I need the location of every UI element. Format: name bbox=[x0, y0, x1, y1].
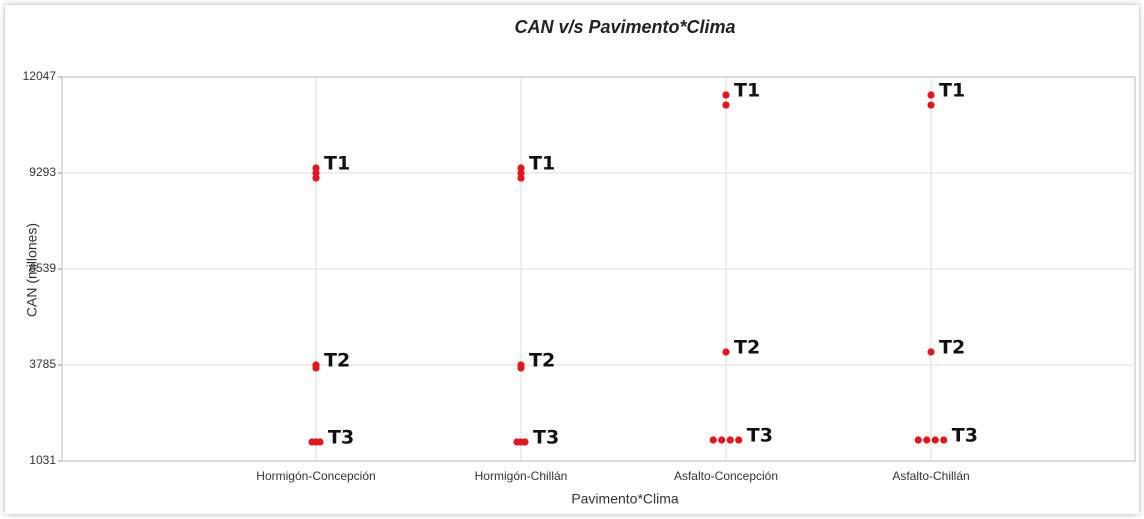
x-tick-label: Asfalto-Concepción bbox=[674, 469, 778, 483]
point bbox=[709, 436, 717, 444]
point bbox=[517, 174, 525, 182]
x-tick-label: Asfalto-Chillán bbox=[892, 469, 969, 483]
point-label: T1 bbox=[734, 80, 760, 102]
y-tick-label: 1031 bbox=[29, 453, 56, 467]
chart-title: CAN v/s Pavimento*Clima bbox=[514, 17, 735, 37]
point-label: T3 bbox=[533, 427, 559, 449]
point bbox=[940, 436, 948, 444]
point bbox=[312, 174, 320, 182]
point bbox=[923, 436, 931, 444]
point bbox=[517, 364, 525, 372]
y-axis-label: CAN (millones) bbox=[24, 223, 40, 317]
point bbox=[312, 364, 320, 372]
x-tick-label: Hormigón-Concepción bbox=[256, 469, 375, 483]
point bbox=[521, 438, 529, 446]
y-tick-label: 3785 bbox=[29, 357, 56, 371]
point bbox=[517, 164, 525, 172]
point bbox=[316, 438, 324, 446]
point-label: T2 bbox=[529, 350, 555, 372]
point bbox=[312, 169, 320, 177]
point bbox=[722, 348, 730, 356]
point-label: T3 bbox=[328, 427, 354, 449]
y-tick-label: 12047 bbox=[23, 69, 57, 83]
x-tick-label: Hormigón-Chillán bbox=[475, 469, 568, 483]
point bbox=[722, 91, 730, 99]
point bbox=[931, 436, 939, 444]
point bbox=[312, 164, 320, 172]
point bbox=[914, 436, 922, 444]
point-label: T2 bbox=[324, 350, 350, 372]
panel bbox=[5, 5, 1139, 514]
point bbox=[927, 91, 935, 99]
point bbox=[517, 169, 525, 177]
point-label: T3 bbox=[952, 425, 978, 447]
point-label: T1 bbox=[529, 153, 555, 175]
point bbox=[718, 436, 726, 444]
point bbox=[726, 436, 734, 444]
point-label: T2 bbox=[939, 336, 965, 358]
point bbox=[735, 436, 743, 444]
point-label: T3 bbox=[747, 425, 773, 447]
point bbox=[722, 101, 730, 109]
y-tick-label: 6539 bbox=[29, 261, 56, 275]
y-tick-label: 9293 bbox=[29, 165, 56, 179]
point-label: T2 bbox=[734, 336, 760, 358]
x-axis-label: Pavimento*Clima bbox=[571, 491, 679, 507]
point bbox=[927, 101, 935, 109]
point-label: T1 bbox=[939, 80, 965, 102]
point bbox=[927, 348, 935, 356]
point-label: T1 bbox=[324, 153, 350, 175]
